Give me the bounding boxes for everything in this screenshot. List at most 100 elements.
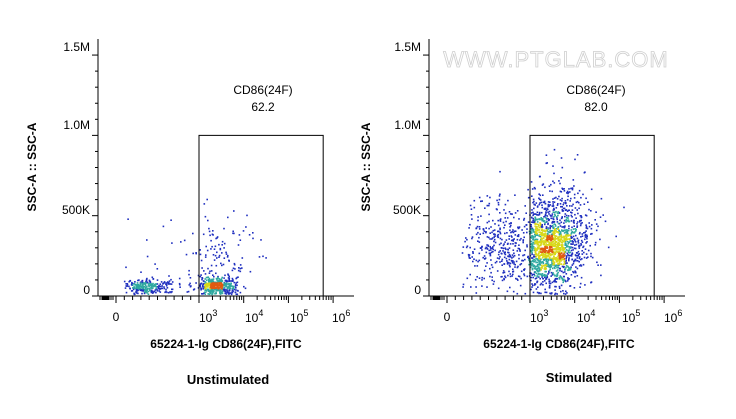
event-point — [532, 214, 534, 217]
event-point — [502, 250, 504, 252]
event-point — [495, 208, 498, 210]
event-point — [565, 242, 567, 245]
event-point — [208, 290, 211, 292]
event-point — [558, 248, 560, 251]
event-point — [203, 286, 206, 288]
event-point — [538, 256, 540, 258]
event-point — [557, 241, 559, 244]
event-point — [503, 256, 506, 259]
event-point — [199, 253, 202, 256]
event-point — [228, 287, 231, 290]
event-point — [553, 262, 555, 265]
event-point — [553, 215, 555, 218]
event-point — [582, 245, 585, 248]
event-point — [161, 285, 163, 287]
event-point — [512, 231, 515, 234]
event-point — [214, 254, 217, 257]
event-point — [522, 232, 525, 234]
event-point — [589, 244, 591, 247]
event-point — [531, 257, 533, 259]
event-point — [225, 293, 228, 295]
event-point — [565, 218, 568, 221]
event-point — [501, 260, 503, 262]
event-point — [545, 268, 547, 270]
event-point — [525, 224, 527, 226]
event-point — [582, 193, 584, 196]
event-point — [565, 273, 568, 275]
event-point — [142, 287, 144, 289]
event-point — [514, 230, 517, 232]
event-point — [211, 245, 213, 248]
event-point — [218, 278, 221, 280]
event-point — [583, 171, 586, 174]
event-point — [575, 254, 577, 257]
event-point — [129, 287, 131, 290]
event-point — [577, 212, 579, 215]
event-point — [540, 253, 543, 256]
event-point — [166, 287, 169, 289]
event-point — [528, 263, 530, 266]
event-point — [156, 279, 159, 281]
event-point — [545, 211, 547, 213]
event-point — [510, 222, 512, 224]
event-point — [486, 244, 488, 246]
event-point — [223, 289, 225, 291]
event-point — [545, 243, 547, 245]
event-point — [533, 200, 535, 203]
event-point — [536, 281, 538, 284]
event-point — [199, 249, 201, 251]
event-point — [518, 226, 521, 228]
event-point — [204, 273, 207, 275]
event-point — [552, 180, 554, 183]
event-point — [552, 201, 554, 203]
event-point — [511, 257, 513, 259]
event-point — [224, 284, 226, 287]
event-point — [499, 219, 501, 221]
event-point — [236, 281, 239, 284]
event-point — [262, 255, 264, 258]
event-point — [560, 248, 562, 251]
event-point — [542, 183, 545, 185]
event-point — [551, 205, 554, 207]
event-point — [231, 289, 234, 291]
event-point — [206, 288, 209, 291]
event-point — [536, 275, 538, 277]
event-point — [219, 293, 222, 295]
event-point — [214, 283, 216, 286]
event-point — [538, 197, 540, 200]
event-point — [565, 256, 568, 259]
gate-percent: 82.0 — [584, 100, 608, 114]
event-point — [484, 247, 487, 250]
event-point — [509, 243, 512, 245]
event-point — [152, 290, 154, 293]
event-point — [237, 244, 240, 246]
event-point — [516, 210, 519, 212]
event-point — [534, 248, 536, 251]
event-point — [573, 225, 575, 227]
event-point — [532, 221, 535, 224]
event-point — [482, 232, 485, 235]
event-point — [493, 280, 495, 283]
event-point — [569, 240, 572, 242]
event-point — [507, 199, 509, 202]
event-point — [591, 232, 593, 235]
event-point — [163, 287, 166, 290]
event-point — [562, 258, 565, 261]
event-point — [596, 261, 598, 264]
event-point — [494, 261, 497, 264]
event-point — [539, 250, 541, 252]
event-point — [580, 276, 583, 279]
event-point — [570, 253, 573, 256]
event-point — [541, 229, 544, 231]
event-point — [566, 198, 569, 201]
event-point — [549, 236, 552, 239]
event-point — [568, 251, 571, 254]
x-axis-title: 65224-1-Ig CD86(24F),FITC — [483, 337, 635, 351]
event-point — [575, 228, 577, 231]
event-point — [208, 277, 211, 280]
event-point — [221, 286, 223, 288]
event-point — [573, 260, 575, 262]
event-point — [554, 237, 556, 240]
event-point — [509, 229, 511, 232]
event-point — [590, 252, 592, 255]
